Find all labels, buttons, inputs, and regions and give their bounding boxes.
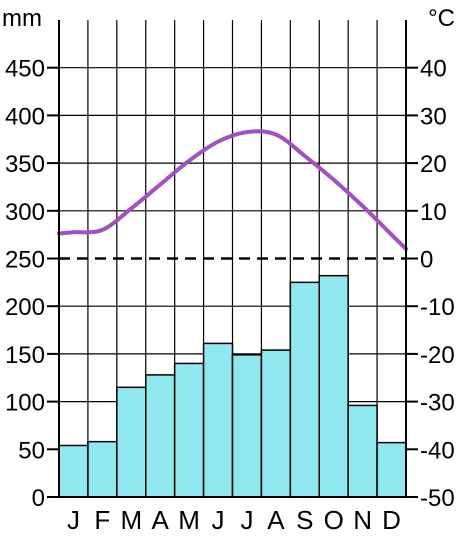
precipitation-bar: [347, 404, 378, 498]
left-tick-label: 150: [5, 342, 45, 369]
right-tick-label: -30: [420, 390, 455, 417]
right-tick-label: 0: [420, 247, 433, 274]
month-label: N: [353, 505, 372, 535]
precipitation-bar: [202, 342, 234, 498]
precipitation-bars: [58, 274, 407, 498]
left-tick-label: 200: [5, 294, 45, 321]
left-axis-unit: mm: [2, 5, 42, 32]
precipitation-bar: [173, 362, 205, 498]
right-tick-label: 20: [420, 151, 447, 178]
precipitation-bar: [260, 349, 292, 498]
precipitation-bar: [231, 354, 263, 498]
precipitation-bar: [87, 440, 118, 498]
month-label: F: [94, 505, 110, 535]
month-label: J: [67, 505, 80, 535]
month-label: J: [212, 505, 225, 535]
temperature-line: [57, 129, 408, 251]
month-label: A: [267, 505, 285, 535]
precipitation-bar: [116, 386, 147, 498]
left-axis-ticks: 0 50 100 150 200 250 300 350 400 450: [5, 56, 59, 512]
left-tick-label: 400: [5, 103, 45, 130]
month-label: J: [240, 505, 253, 535]
right-tick-label: 10: [420, 199, 447, 226]
month-label: M: [120, 505, 142, 535]
left-tick-label: 300: [5, 199, 45, 226]
month-label: A: [152, 505, 170, 535]
precipitation-bar: [289, 281, 321, 498]
right-tick-label: -10: [420, 294, 455, 321]
right-tick-label: -40: [420, 437, 455, 464]
right-tick-label: 40: [420, 56, 447, 83]
left-tick-label: 0: [32, 485, 45, 512]
month-label: D: [382, 505, 401, 535]
temperature-line-group: [57, 129, 408, 251]
right-tick-label: -20: [420, 342, 455, 369]
left-tick-label: 450: [5, 56, 45, 83]
left-tick-label: 350: [5, 151, 45, 178]
precipitation-bar: [376, 441, 407, 498]
right-axis-unit: °C: [428, 5, 455, 32]
right-axis-ticks: 40 30 20 10 0 -10 -20 -30 -40 -50: [406, 56, 455, 512]
left-tick-label: 100: [5, 390, 45, 417]
month-label: O: [324, 505, 344, 535]
precipitation-bar: [318, 274, 349, 498]
precipitation-bar: [58, 444, 89, 498]
right-tick-label: 30: [420, 103, 447, 130]
right-tick-label: -50: [420, 485, 455, 512]
left-tick-label: 250: [5, 247, 45, 274]
month-label: M: [178, 505, 200, 535]
month-label: S: [296, 505, 313, 535]
left-tick-label: 50: [18, 437, 45, 464]
precipitation-bar: [145, 374, 176, 498]
